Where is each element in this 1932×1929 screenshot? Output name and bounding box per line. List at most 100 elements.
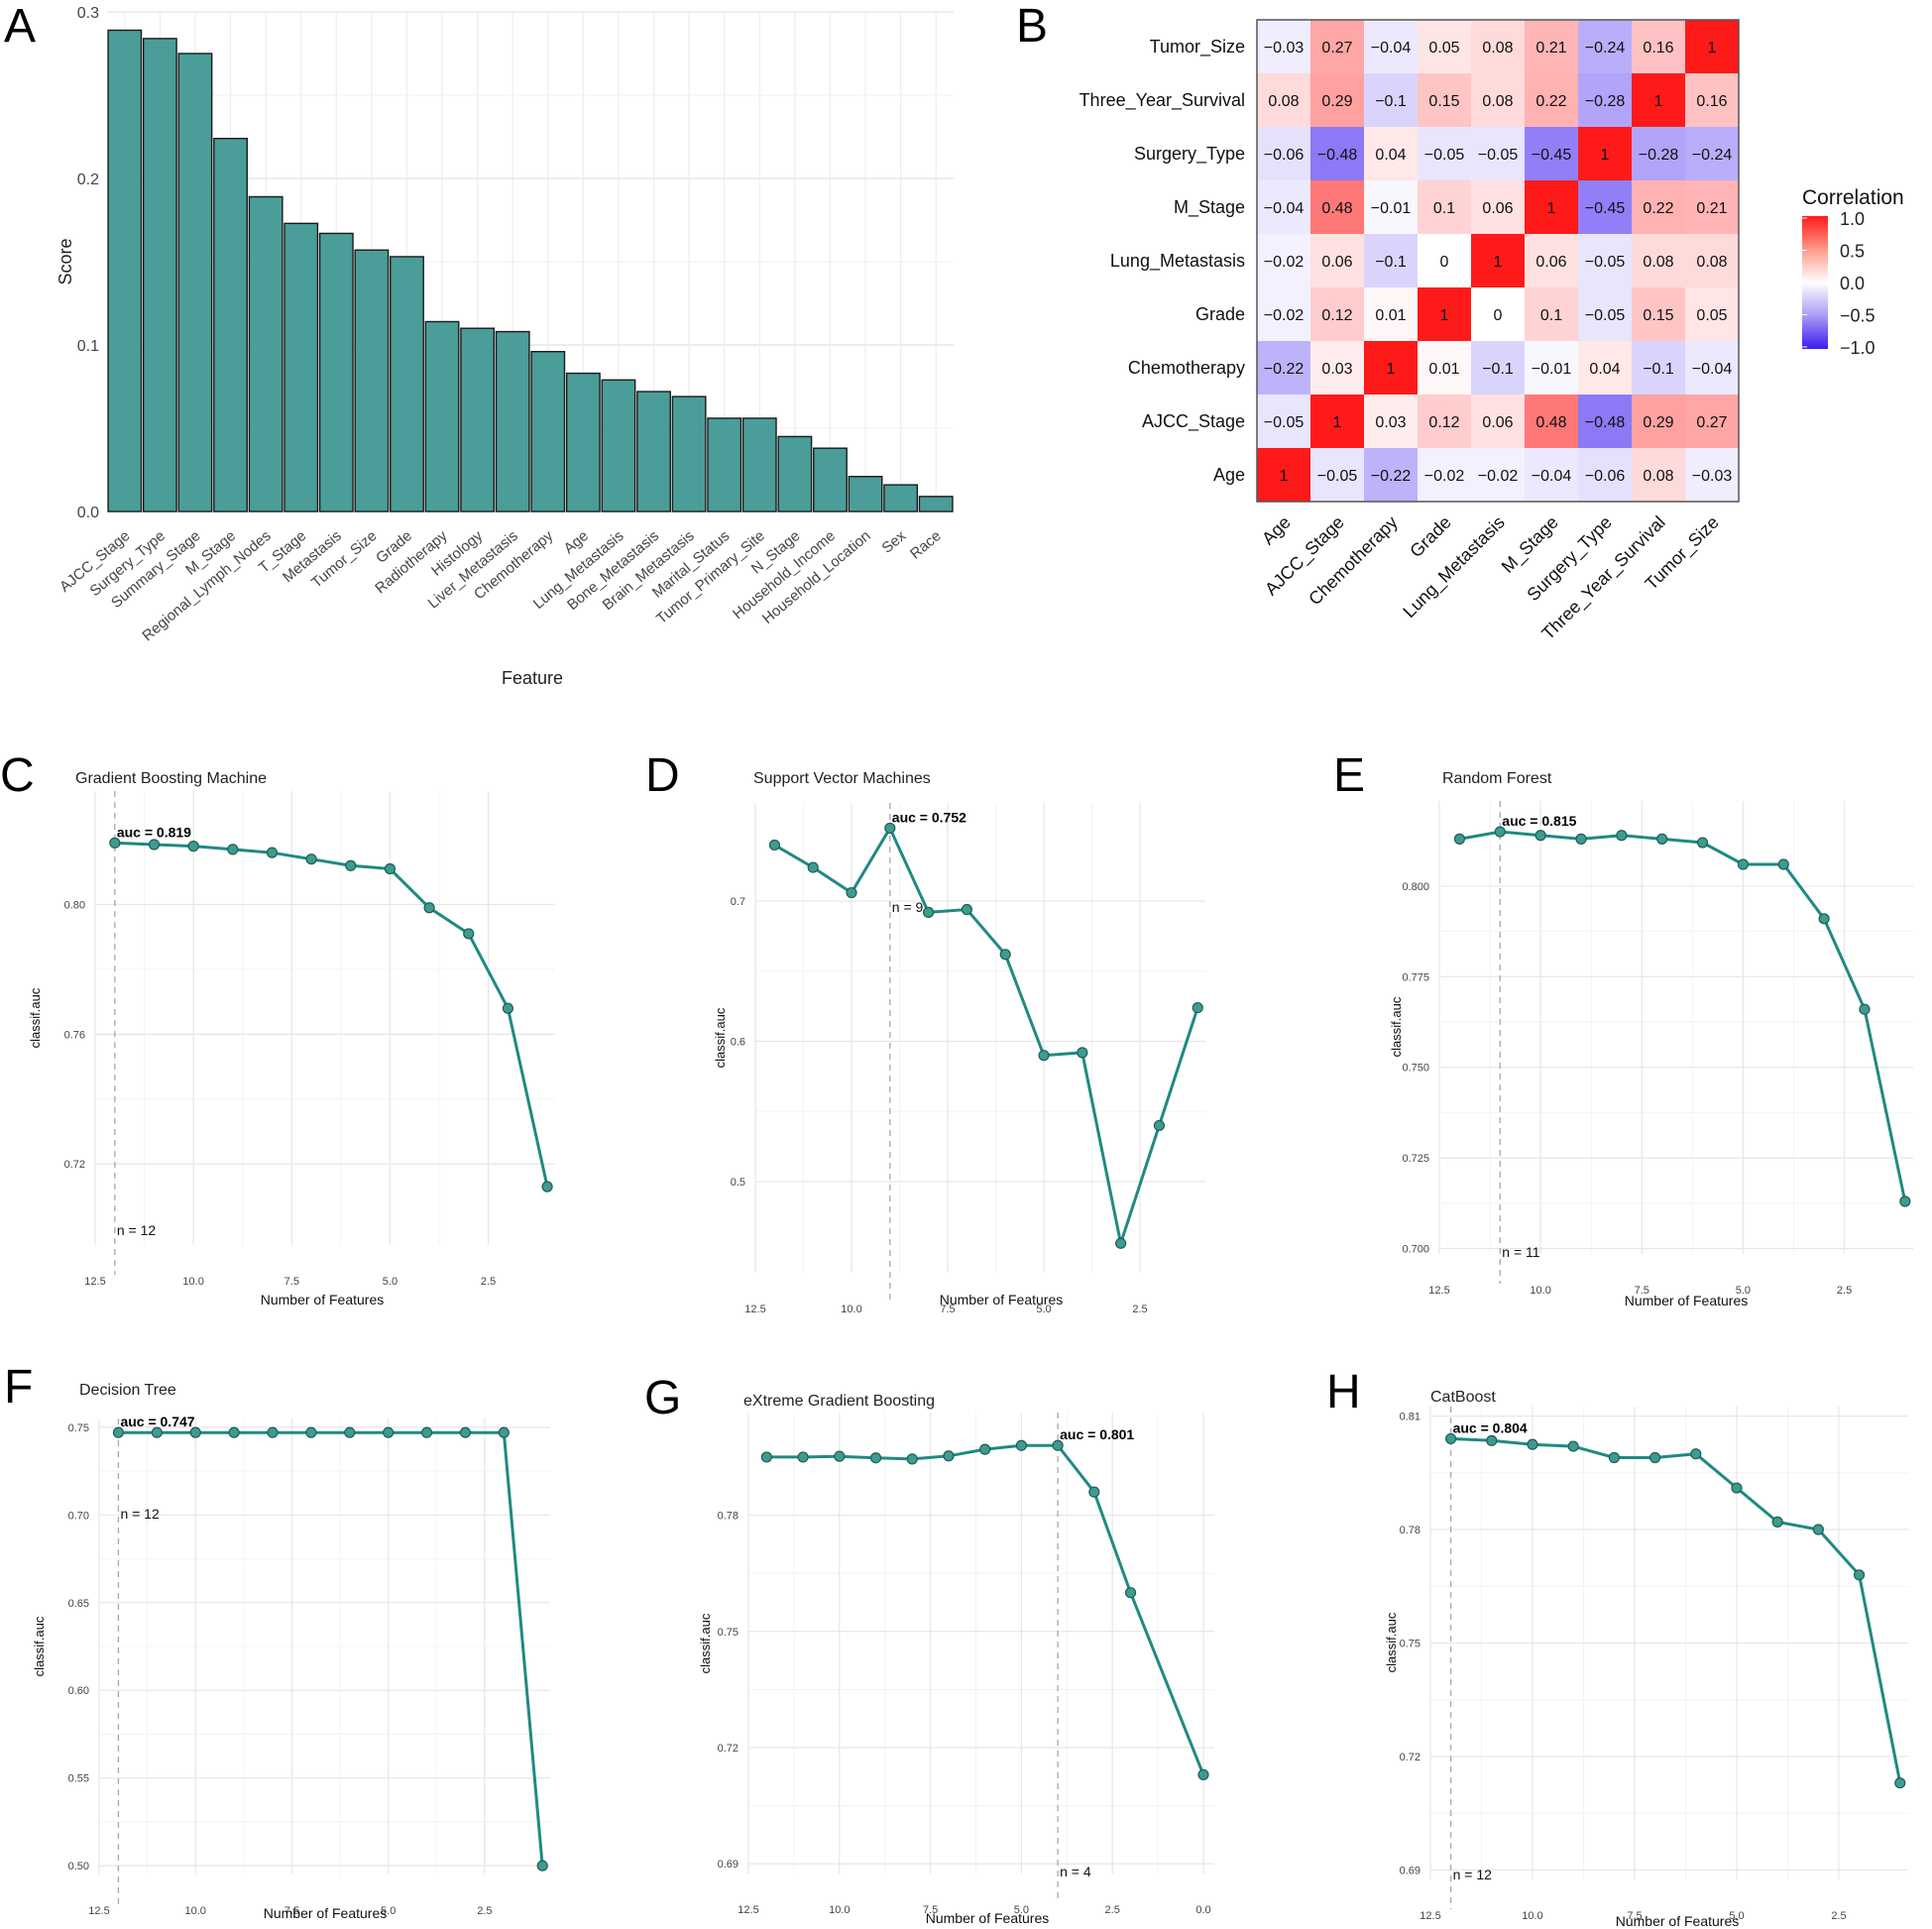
g-ytick-label: 0.75	[718, 1627, 739, 1639]
b-cell-value: 0.08	[1643, 254, 1673, 271]
b-cell	[1310, 395, 1364, 448]
b-cell-value: 0.03	[1321, 361, 1352, 378]
b-ytick-label: M_Stage	[1174, 197, 1245, 218]
b-cell	[1578, 20, 1632, 73]
b-cell	[1364, 341, 1418, 395]
h-point	[1608, 1451, 1620, 1464]
b-cell	[1471, 448, 1525, 502]
b-cell	[1685, 20, 1739, 73]
c-point	[502, 1002, 514, 1014]
b-cell-value: 0	[1494, 307, 1503, 324]
a-bar-ajcc-stage	[107, 29, 143, 512]
a-bar-radiotherapy	[424, 320, 460, 512]
b-cell	[1310, 341, 1364, 395]
b-cell-value: 0.29	[1321, 93, 1352, 110]
b-cell-value: 1	[1494, 254, 1503, 271]
g-point	[1015, 1439, 1027, 1451]
d-xtick-label: 12.5	[744, 1304, 765, 1315]
g-ytick-label: 0.69	[718, 1859, 739, 1871]
b-cell-value: 0.16	[1643, 40, 1673, 57]
b-cell	[1471, 180, 1525, 234]
b-cell-value: −0.05	[1585, 254, 1626, 271]
c-xtick-label: 2.5	[481, 1276, 496, 1288]
b-cell	[1310, 180, 1364, 234]
d-point	[999, 949, 1011, 961]
b-cell-value: −0.48	[1585, 414, 1626, 431]
b-cell-value: 1	[1440, 307, 1449, 324]
g-xtick-label: 0.0	[1195, 1904, 1210, 1916]
b-cell	[1310, 234, 1364, 287]
b-cell-value: 0.05	[1428, 40, 1459, 57]
b-cell-value: 0.05	[1696, 307, 1727, 324]
c-point	[423, 902, 435, 914]
b-cell	[1364, 127, 1418, 180]
b-ytick-label: Grade	[1195, 304, 1245, 324]
b-cell	[1685, 341, 1739, 395]
h-xtick-label: 5.0	[1729, 1910, 1744, 1922]
b-cell	[1685, 73, 1739, 127]
e-point	[1818, 913, 1830, 925]
g-point	[834, 1450, 846, 1462]
f-point	[344, 1426, 356, 1438]
b-cell	[1418, 341, 1471, 395]
b-cell-value: 0.27	[1696, 414, 1727, 431]
b-cell	[1310, 287, 1364, 341]
h-ytick-label: 0.69	[1400, 1865, 1421, 1876]
b-cell	[1632, 73, 1685, 127]
h-point	[1812, 1524, 1824, 1535]
e-ytick-label: 0.800	[1402, 881, 1429, 893]
f-point	[420, 1426, 433, 1438]
a-bar-brain-metastasis	[671, 396, 707, 512]
e-point	[1453, 833, 1466, 845]
g-point	[943, 1450, 955, 1462]
b-cell-value: 0.1	[1540, 307, 1562, 324]
b-cell	[1525, 127, 1578, 180]
b-cell-value: 0.48	[1535, 414, 1566, 431]
b-cell	[1257, 234, 1310, 287]
b-cell	[1257, 448, 1310, 502]
d-point	[961, 903, 973, 916]
c-point	[266, 847, 279, 858]
c-ytick-label: 0.72	[64, 1159, 85, 1171]
b-cell-value: 0.04	[1589, 361, 1620, 378]
d-point	[923, 906, 935, 918]
g-n-features-label: n = 4	[1060, 1864, 1091, 1879]
b-cell-value: 0.06	[1321, 254, 1352, 271]
b-cell-value: −0.05	[1317, 468, 1358, 485]
a-ytick-label: 0.2	[77, 171, 99, 188]
b-cell-value: 0.08	[1643, 468, 1673, 485]
e-point	[1777, 858, 1789, 870]
c-xtick-label: 10.0	[182, 1276, 203, 1288]
e-n-features-label: n = 11	[1502, 1244, 1539, 1260]
g-title: eXtreme Gradient Boosting	[743, 1393, 935, 1410]
e-point	[1656, 833, 1668, 845]
b-cell-value: −0.01	[1532, 361, 1572, 378]
b-cell-value: 0.22	[1643, 200, 1673, 217]
b-cell	[1525, 234, 1578, 287]
b-cell	[1257, 341, 1310, 395]
g-xtick-label: 2.5	[1105, 1904, 1120, 1916]
c-point	[109, 837, 121, 849]
a-y-axis-title: Score	[56, 238, 75, 284]
b-cell-value: 1	[1387, 361, 1396, 378]
b-cell-value: −0.1	[1375, 254, 1407, 271]
b-cell-value: −0.05	[1585, 307, 1626, 324]
b-cell-value: −0.05	[1264, 414, 1305, 431]
b-cell	[1257, 180, 1310, 234]
a-bar-metastasis	[318, 232, 354, 512]
b-ytick-label: Lung_Metastasis	[1110, 251, 1245, 272]
b-cell	[1685, 234, 1739, 287]
d-n-features-label: n = 9	[892, 899, 924, 915]
a-ytick-label: 0.0	[77, 505, 99, 521]
b-cell	[1364, 287, 1418, 341]
b-ytick-label: AJCC_Stage	[1142, 411, 1245, 432]
b-cell-value: 0.06	[1535, 254, 1566, 271]
b-cell	[1578, 448, 1632, 502]
e-xtick-label: 7.5	[1635, 1285, 1649, 1297]
h-xtick-label: 10.0	[1522, 1910, 1542, 1922]
e-title: Random Forest	[1442, 770, 1552, 787]
b-cell	[1418, 180, 1471, 234]
g-point	[869, 1452, 882, 1464]
b-cell	[1418, 20, 1471, 73]
b-cell-value: 1	[1708, 40, 1717, 57]
